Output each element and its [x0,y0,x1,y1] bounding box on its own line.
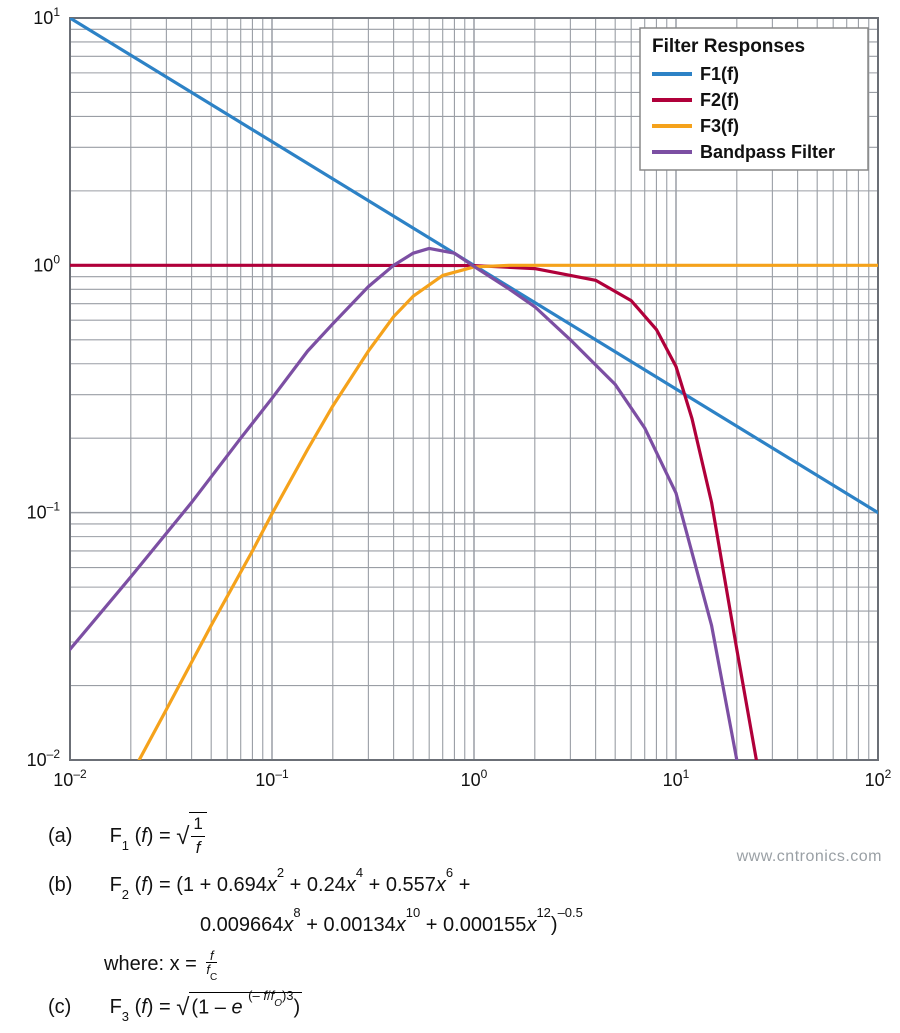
svg-text:102: 102 [865,767,892,790]
equation-b: (b) F2 (f) = (1 + 0.694x2 + 0.24x4 + 0.5… [48,870,583,900]
svg-text:100: 100 [33,252,60,275]
legend-item: F3(f) [700,116,739,136]
equation-a: (a) F1 (f) = √1f [48,812,583,860]
eq-a-label: (a) [48,823,104,850]
legend-title: Filter Responses [652,36,805,57]
filter-response-chart: 10–2 10–1 100 101 102 10–2 10–1 100 101 Filter Re… [0,0,900,800]
svg-text:100: 100 [461,767,488,790]
legend-item: Bandpass Filter [700,142,835,162]
legend-item: F2(f) [700,90,739,110]
svg-text:10–1: 10–1 [255,767,289,790]
svg-text:101: 101 [33,5,60,28]
equation-c: (c) F3 (f) = √(1 – e (– f/fO)3) [48,990,583,1023]
page: 10–2 10–1 100 101 102 10–2 10–1 100 101 Filter Re… [0,0,900,1006]
equation-block: (a) F1 (f) = √1f (b) F2 (f) = (1 + 0.694… [48,812,583,1033]
equation-b-cont: 0.009664x8 + 0.00134x10 + 0.000155x12)–0… [48,910,583,939]
svg-text:101: 101 [663,767,690,790]
legend-item: F1(f) [700,64,739,84]
eq-b-label: (b) [48,872,104,899]
svg-text:10–2: 10–2 [27,747,61,770]
svg-text:10–1: 10–1 [27,500,61,523]
watermark: www.cntronics.com [737,848,882,866]
svg-text:10–2: 10–2 [53,767,87,790]
eq-c-label: (c) [48,994,104,1021]
equation-b-where: where: x = ffC [48,949,583,981]
